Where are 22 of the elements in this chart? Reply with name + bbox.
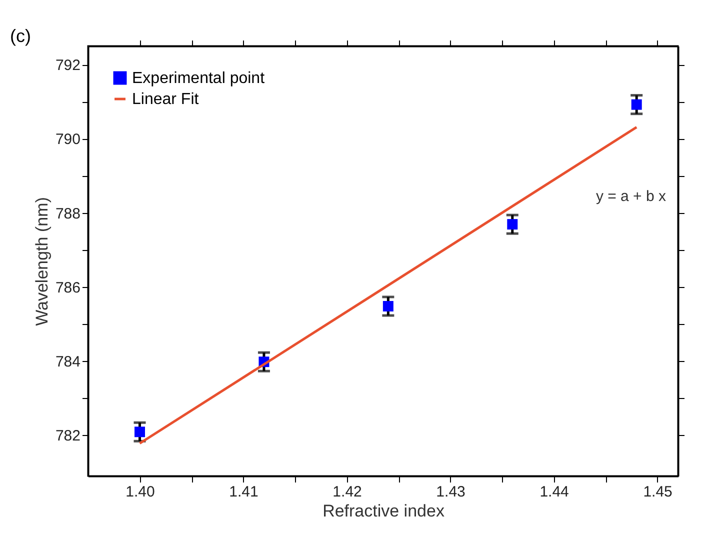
point	[134, 426, 145, 438]
x-axis-title: Refractive index	[322, 502, 445, 520]
x-tick-label: 1.41	[229, 484, 258, 500]
point	[507, 219, 518, 230]
y-tick-label: 786	[55, 279, 80, 296]
x-tick-label: 1.44	[540, 484, 569, 500]
y-tick-label: 792	[55, 57, 80, 74]
y-axis-title: Wavelength (nm)	[32, 197, 52, 326]
annotation: y = a + b x	[596, 188, 666, 205]
y-tick-label: 782	[55, 428, 80, 445]
x-tick-label: 1.42	[332, 484, 362, 500]
x-tick-label: 1.43	[436, 484, 466, 500]
x-tick-label: 1.45	[643, 484, 672, 500]
point	[382, 300, 394, 312]
point	[631, 99, 642, 110]
legend-label: Experimental point	[132, 70, 266, 87]
x-tick-label: 1.40	[126, 484, 155, 500]
y-tick-label: 788	[55, 205, 80, 222]
legend-label: Linear Fit	[132, 91, 200, 108]
text: (c)	[10, 26, 31, 46]
y-tick-label: 790	[55, 131, 80, 148]
y-tick-label: 784	[55, 354, 80, 371]
